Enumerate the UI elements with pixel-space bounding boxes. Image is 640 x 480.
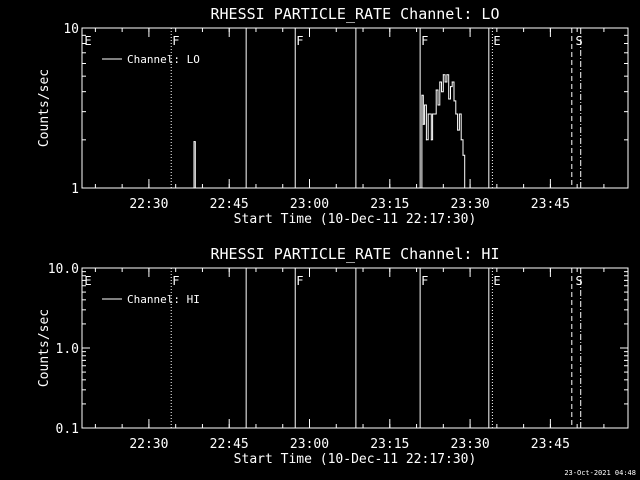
legend-label: Channel: LO [127, 53, 200, 66]
chart-title: RHESSI PARTICLE_RATE Channel: HI [211, 245, 500, 263]
event-marker-label: F [421, 34, 428, 48]
event-marker-label: E [493, 274, 500, 288]
event-marker-label: E [84, 34, 91, 48]
x-tick-label: 22:45 [210, 197, 249, 212]
data-point [424, 104, 426, 106]
data-point [433, 113, 435, 115]
data-point [193, 141, 195, 143]
x-tick-label: 23:00 [290, 197, 329, 212]
event-marker-label: F [421, 274, 428, 288]
data-point [427, 113, 429, 115]
plot-frame [81, 27, 629, 189]
x-tick-label: 23:30 [451, 437, 490, 452]
x-tick-label: 22:45 [210, 437, 249, 452]
data-point [430, 139, 432, 141]
data-point [462, 154, 464, 156]
event-marker-label: F [296, 34, 303, 48]
y-axis-label: Counts/sec [37, 309, 52, 387]
series-line [193, 74, 466, 189]
event-marker-label: E [84, 274, 91, 288]
data-point [420, 187, 422, 189]
data-point [192, 187, 194, 189]
x-tick-label: 23:30 [451, 197, 490, 212]
x-tick-label: 23:45 [531, 437, 570, 452]
data-point [453, 100, 455, 102]
x-axis-label: Start Time (10-Dec-11 22:17:30) [234, 452, 477, 467]
data-point [421, 94, 423, 96]
x-tick-label: 23:15 [370, 197, 409, 212]
data-point [422, 123, 424, 125]
data-point [425, 139, 427, 141]
y-tick-label: 10.0 [48, 262, 79, 277]
data-point [449, 86, 451, 88]
y-tick-label: 1.0 [56, 342, 79, 357]
event-marker-label: F [172, 34, 179, 48]
data-point [441, 91, 443, 93]
chart-title: RHESSI PARTICLE_RATE Channel: LO [211, 5, 500, 23]
y-tick-label: 0.1 [56, 422, 79, 437]
data-point [446, 74, 448, 76]
event-marker-label: E [493, 34, 500, 48]
event-marker-label: F [296, 274, 303, 288]
legend-label: Channel: HI [127, 293, 200, 306]
y-tick-label: 10 [63, 22, 79, 37]
data-point [458, 113, 460, 115]
footer-timestamp: 23-Oct-2021 04:48 [564, 469, 636, 477]
data-point [437, 104, 439, 106]
data-point [457, 129, 459, 131]
data-point [444, 81, 446, 83]
data-point [442, 74, 444, 76]
x-tick-label: 23:45 [531, 197, 570, 212]
data-point [460, 139, 462, 141]
event-marker-label: F [172, 274, 179, 288]
data-point [432, 113, 434, 115]
data-point [448, 98, 450, 100]
data-point [429, 113, 431, 115]
y-axis-label: Counts/sec [37, 69, 52, 147]
data-point [451, 81, 453, 83]
event-marker-label: S [575, 274, 582, 288]
data-point [435, 89, 437, 91]
y-tick-label: 1 [71, 182, 79, 197]
data-point [455, 113, 457, 115]
data-point [464, 187, 466, 189]
data-point [194, 187, 196, 189]
event-marker-label: S [575, 34, 582, 48]
x-tick-label: 23:15 [370, 437, 409, 452]
plot-frame [81, 267, 629, 429]
x-tick-label: 22:30 [129, 437, 168, 452]
x-tick-label: 22:30 [129, 197, 168, 212]
data-point [439, 81, 441, 83]
x-tick-label: 23:00 [290, 437, 329, 452]
x-axis-label: Start Time (10-Dec-11 22:17:30) [234, 212, 477, 227]
